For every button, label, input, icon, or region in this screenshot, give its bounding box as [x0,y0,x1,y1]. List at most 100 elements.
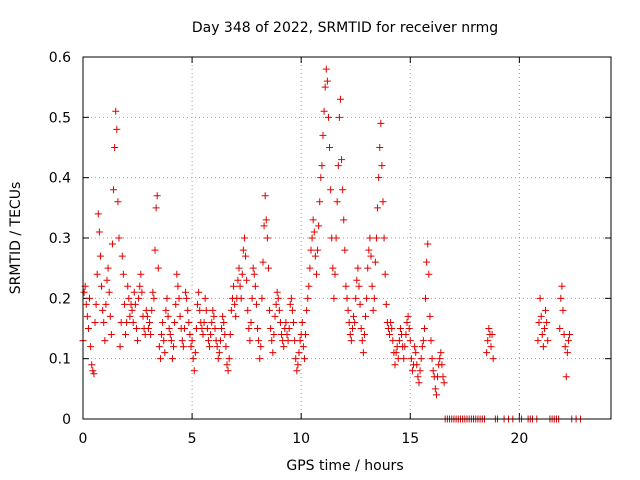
data-point [305,282,313,290]
data-point [423,258,431,266]
data-point [557,294,565,302]
data-point [302,331,310,339]
data-point [417,355,425,363]
plot-frame [82,56,612,420]
data-point [195,288,203,296]
data-point [173,270,181,278]
data-point [220,318,228,326]
data-point [424,240,432,248]
data-point [334,162,342,170]
data-point [540,325,548,332]
data-point [485,325,493,332]
data-point [213,343,221,351]
data-point [401,343,409,351]
data-point [148,306,156,314]
data-point [185,318,193,326]
data-point [174,282,182,290]
data-point [92,300,100,308]
data-point [284,337,292,345]
data-point [166,331,174,339]
data-point [331,270,339,278]
data-point [348,325,356,332]
data-point [564,337,572,345]
data-point [252,300,260,308]
data-point [319,131,327,139]
x-tick-label: 15 [401,431,419,447]
data-point [288,306,296,314]
data-point [536,294,544,302]
data-point [164,312,172,320]
data-point [382,300,390,308]
data-point [108,240,116,248]
data-point [333,198,341,206]
data-point [346,331,354,339]
data-point [224,367,232,375]
data-point [236,282,244,290]
data-point [358,337,366,345]
data-point [112,107,120,115]
data-point [360,331,368,339]
data-point [426,312,434,320]
data-point [214,355,222,363]
data-point [374,204,382,212]
data-point [158,331,166,339]
data-point [326,144,334,151]
data-point [391,361,399,369]
data-point [295,349,303,357]
data-point [538,331,546,339]
y-tick-label: 0.1 [49,352,71,368]
data-point [246,337,254,345]
data-point [379,198,387,206]
data-point [116,343,124,351]
data-point [420,325,428,332]
data-point [232,312,240,320]
data-point [377,119,385,127]
data-point [237,294,245,302]
data-point [563,349,571,357]
data-point [125,294,133,302]
data-point [351,318,359,326]
data-point [362,312,370,320]
data-point [406,337,414,345]
data-point [189,355,197,363]
data-point [322,65,330,73]
data-point [269,349,277,357]
data-point [418,343,426,351]
data-point [280,343,288,351]
data-point [320,107,328,115]
data-point [130,288,138,296]
data-point [395,337,403,345]
data-point [356,300,364,308]
data-point [111,144,119,151]
data-point [419,337,427,345]
data-point [90,370,98,378]
data-point [162,306,170,314]
data-point [347,337,355,345]
data-point [154,264,162,272]
data-point [489,355,497,363]
data-point [403,318,411,326]
data-point [375,174,383,182]
data-point [129,318,137,326]
data-point [200,318,208,326]
data-point [431,385,439,393]
data-point [146,318,154,326]
data-point [343,294,351,302]
data-point [357,325,365,332]
y-tick-label: 0.4 [49,171,71,187]
data-point [137,270,145,278]
data-points [79,65,584,423]
data-point [183,294,191,302]
data-point [244,306,252,314]
data-point [425,270,433,278]
data-point [248,294,256,302]
data-point [105,288,113,296]
data-point [372,234,380,242]
data-point [422,294,430,302]
data-point [307,246,315,254]
data-point [178,337,186,345]
data-point [316,198,324,206]
data-point [180,325,188,332]
data-point [310,228,318,236]
